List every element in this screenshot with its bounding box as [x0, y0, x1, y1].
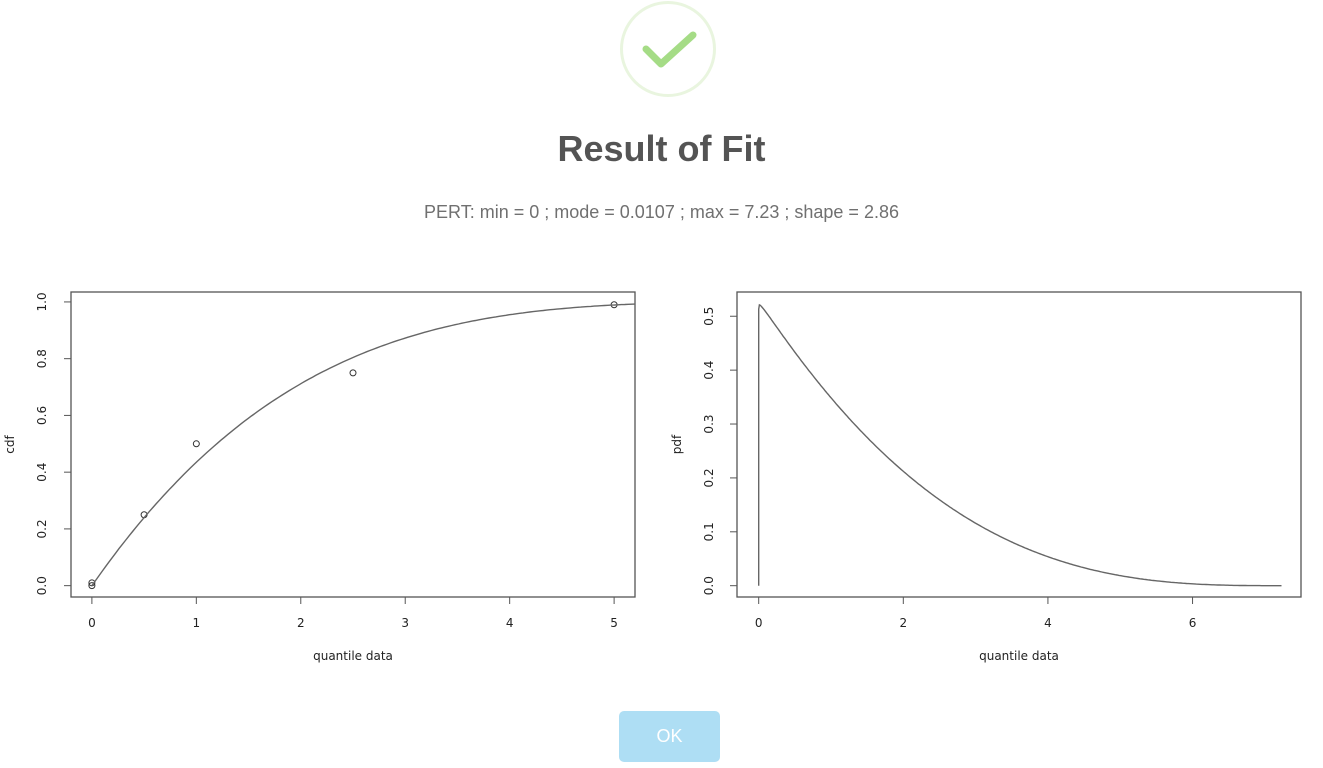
- x-tick-label: 4: [1044, 616, 1052, 630]
- x-tick-label: 0: [88, 616, 96, 630]
- x-tick-label: 6: [1189, 616, 1197, 630]
- x-axis-label: quantile data: [313, 649, 393, 663]
- y-axis-label: pdf: [670, 434, 684, 454]
- y-tick-label: 0.2: [702, 468, 716, 487]
- fit-summary: PERT: min = 0 ; mode = 0.0107 ; max = 7.…: [424, 202, 899, 222]
- x-tick-label: 5: [610, 616, 618, 630]
- x-tick-label: 4: [506, 616, 514, 630]
- check-icon: [642, 31, 697, 68]
- x-axis-label: quantile data: [979, 649, 1059, 663]
- x-tick-label: 2: [297, 616, 305, 630]
- data-point: [88, 579, 96, 587]
- plot-frame: [70, 291, 636, 598]
- y-tick-label: 0.0: [702, 576, 716, 595]
- dialog-title: Result of Fit: [557, 128, 766, 169]
- x-tick-label: 1: [193, 616, 201, 630]
- y-tick-label: 0.0: [35, 576, 49, 595]
- y-tick-label: 0.2: [35, 519, 49, 538]
- ok-button[interactable]: OK: [619, 711, 720, 762]
- y-axis-label: cdf: [3, 435, 17, 454]
- chart-cdf: 0 1 2 3 4 5 0.0 0.2 0.4 0.6 0.8 1.0 quantile data cdf: [3, 291, 636, 663]
- fit-plots: 0 1 2 3 4 5 0.0 0.2 0.4 0.6 0.8 1.0 quantile data cdf…: [3, 291, 1302, 663]
- pdf-curve: [758, 303, 1282, 587]
- y-tick-label: 1.0: [35, 292, 49, 311]
- y-tick-label: 0.3: [702, 414, 716, 433]
- x-tick-label: 3: [401, 616, 409, 630]
- data-point: [349, 369, 357, 377]
- data-point: [88, 582, 96, 590]
- y-tick-label: 0.6: [35, 406, 49, 425]
- chart-pdf: 0 2 4 6 0.0 0.1 0.2 0.3 0.4 0.5 quantile data pdf: [670, 291, 1302, 663]
- y-tick-label: 0.5: [702, 307, 716, 326]
- x-tick-label: 2: [899, 616, 907, 630]
- data-point: [192, 440, 200, 448]
- x-tick-label: 0: [755, 616, 763, 630]
- y-tick-label: 0.1: [702, 522, 716, 541]
- cdf-curve: [91, 303, 636, 587]
- y-tick-label: 0.4: [702, 361, 716, 380]
- y-tick-label: 0.8: [35, 349, 49, 368]
- plot-frame: [736, 291, 1302, 598]
- success-icon: [620, 1, 716, 97]
- y-tick-label: 0.4: [35, 463, 49, 482]
